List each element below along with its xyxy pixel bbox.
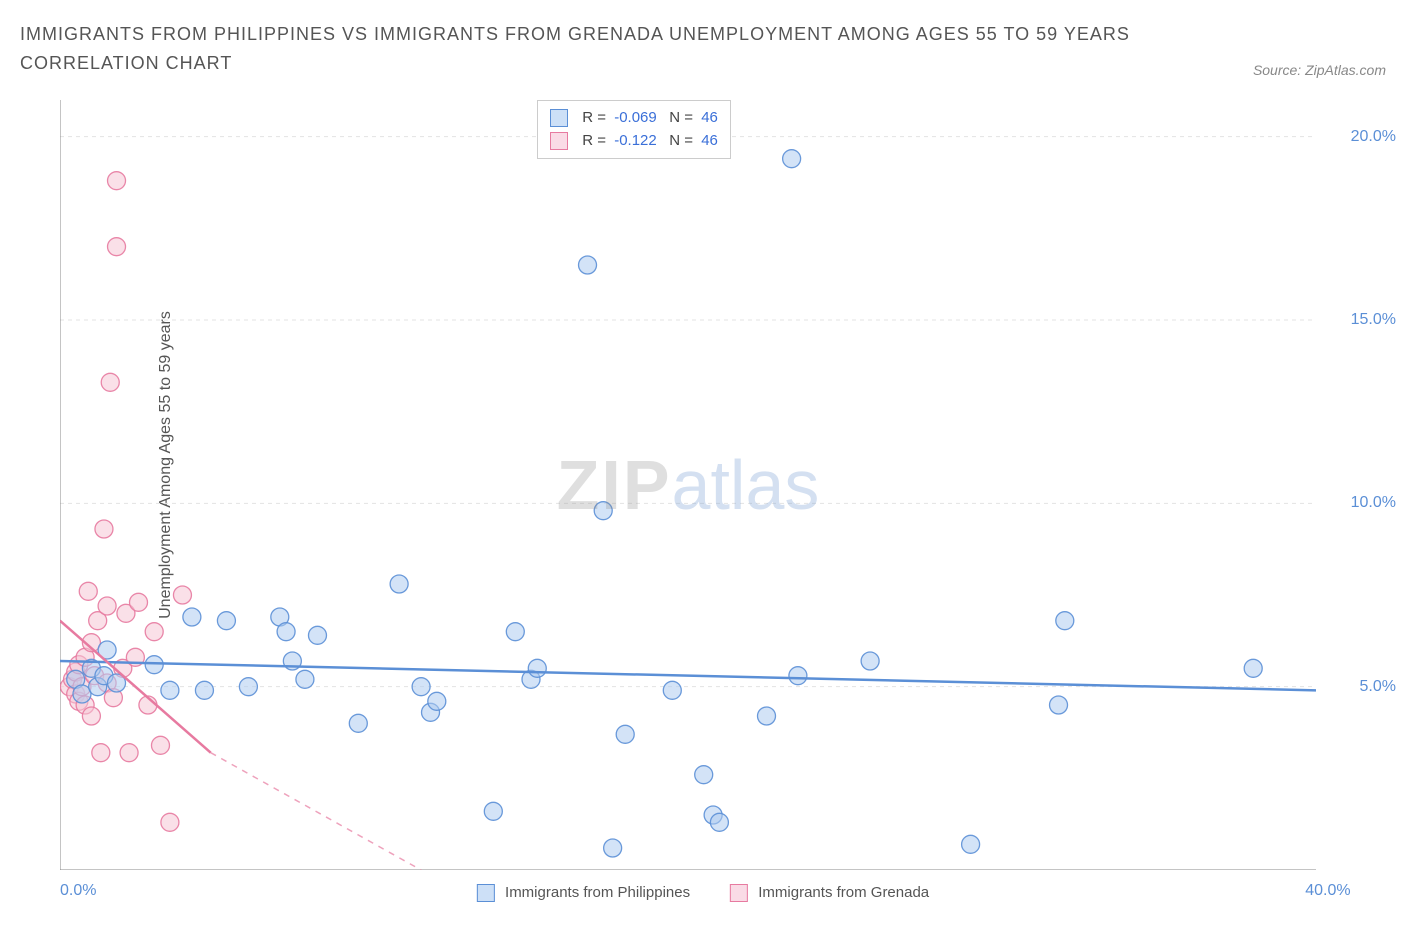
legend-label-grenada: Immigrants from Grenada	[758, 884, 929, 901]
correlation-legend-row: R = -0.122 N = 46	[550, 130, 718, 153]
x-tick-label: 40.0%	[1305, 882, 1350, 900]
chart-title: IMMIGRANTS FROM PHILIPPINES VS IMMIGRANT…	[20, 20, 1206, 78]
correlation-legend-box: R = -0.069 N = 46R = -0.122 N = 46	[537, 100, 731, 159]
bottom-legend: Immigrants from Philippines Immigrants f…	[477, 884, 929, 902]
legend-item-grenada: Immigrants from Grenada	[730, 884, 929, 902]
correlation-values: R = -0.069 N = 46	[582, 107, 718, 130]
y-tick-label: 15.0%	[1351, 311, 1396, 329]
legend-swatch-philippines	[477, 884, 495, 902]
y-tick-label: 10.0%	[1351, 494, 1396, 512]
legend-label-philippines: Immigrants from Philippines	[505, 884, 690, 901]
correlation-legend-row: R = -0.069 N = 46	[550, 107, 718, 130]
source-attribution: Source: ZipAtlas.com	[1253, 62, 1386, 78]
correlation-values: R = -0.122 N = 46	[582, 130, 718, 153]
x-tick-label: 0.0%	[60, 882, 96, 900]
legend-swatch-grenada	[730, 884, 748, 902]
legend-swatch-icon	[550, 109, 568, 127]
legend-swatch-icon	[550, 132, 568, 150]
scatter-plot-svg	[60, 100, 1316, 870]
y-tick-label: 20.0%	[1351, 128, 1396, 146]
legend-item-philippines: Immigrants from Philippines	[477, 884, 690, 902]
y-tick-label: 5.0%	[1360, 678, 1396, 696]
chart-plot-area: ZIPatlas R = -0.069 N = 46R = -0.122 N =…	[60, 100, 1316, 870]
